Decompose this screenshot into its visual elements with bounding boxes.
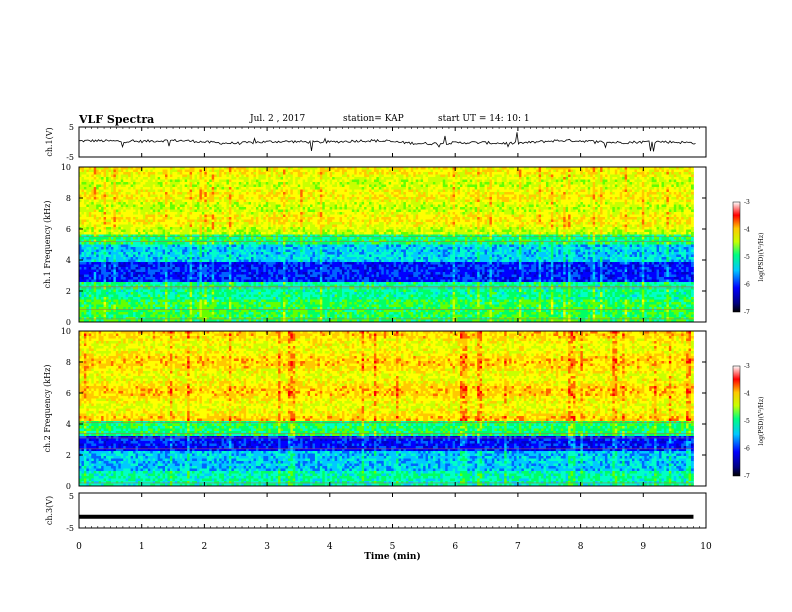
- ch2-ytick: 0: [66, 482, 71, 491]
- ch2-colorbar-tick: -6: [744, 446, 750, 453]
- ch2-colorbar-tick: -3: [744, 363, 750, 370]
- ch2-ytick: 2: [66, 451, 71, 460]
- ch2-spectrogram: [79, 331, 694, 487]
- ch1-ytick: 5: [69, 123, 74, 132]
- ch2-ytick: 6: [66, 389, 71, 398]
- ch1-spectrogram: [79, 167, 694, 323]
- ch1-colorbar-tick: -4: [744, 227, 750, 234]
- ch1-colorbar-tick: -7: [744, 309, 750, 316]
- ch2-colorbar-label: log(PSD)(V²/Hz): [758, 397, 765, 446]
- ch2-ytick: 4: [66, 420, 71, 429]
- ch3-ytick: 5: [69, 492, 74, 501]
- ch1-ylabel: ch.1 Frequency (kHz): [43, 201, 52, 289]
- x-tick-label: 0: [76, 542, 82, 552]
- ch1-waveform-line: [79, 132, 696, 152]
- x-tick-label: 7: [515, 542, 521, 552]
- station-label: station= KAP: [343, 114, 404, 124]
- ch1-colorbar-tick: -6: [744, 282, 750, 289]
- start-time-label: start UT = 14: 10: 1: [438, 114, 530, 124]
- x-tick-label: 5: [390, 542, 396, 552]
- ch1-ytick: 4: [66, 256, 71, 265]
- x-tick-label: 10: [700, 542, 712, 552]
- x-tick-label: 8: [578, 542, 584, 552]
- date-label: Jul. 2 , 2017: [250, 114, 305, 124]
- ch1-ytick: 0: [66, 318, 71, 327]
- ch1-colorbar-tick: -5: [744, 254, 750, 261]
- ch2-colorbar: [732, 365, 741, 477]
- ch1-colorbar: [732, 201, 741, 313]
- ch2-colorbar-tick: -7: [744, 473, 750, 480]
- x-tick-label: 3: [264, 542, 270, 552]
- x-tick-label: 1: [139, 542, 145, 552]
- ch1-ytick: 8: [66, 194, 71, 203]
- ch3-ytick: -5: [66, 524, 74, 533]
- ch2-ytick: 10: [61, 327, 71, 336]
- ch2-colorbar-tick: -5: [744, 418, 750, 425]
- ch1-colorbar-tick: -3: [744, 199, 750, 206]
- ch1-ylabel: ch.1(V): [45, 127, 54, 156]
- ch1-colorbar-label: log(PSD)(V²/Hz): [758, 233, 765, 282]
- ch3-ylabel: ch.3(V): [45, 496, 54, 525]
- ch2-ylabel: ch.2 Frequency (kHz): [43, 365, 52, 453]
- ch1-ytick: 6: [66, 225, 71, 234]
- ch3-waveform-frame: [78, 492, 707, 529]
- x-tick-label: 6: [452, 542, 458, 552]
- x-tick-label: 9: [640, 542, 646, 552]
- ch1-ytick: 10: [61, 163, 71, 172]
- x-axis-label: Time (min): [364, 551, 421, 562]
- x-tick-label: 2: [202, 542, 208, 552]
- ch1-ytick: -5: [66, 153, 74, 162]
- x-tick-label: 4: [327, 542, 333, 552]
- ch2-ytick: 8: [66, 358, 71, 367]
- ch1-ytick: 2: [66, 287, 71, 296]
- ch2-colorbar-tick: -4: [744, 391, 750, 398]
- figure-title: VLF Spectra: [79, 113, 154, 126]
